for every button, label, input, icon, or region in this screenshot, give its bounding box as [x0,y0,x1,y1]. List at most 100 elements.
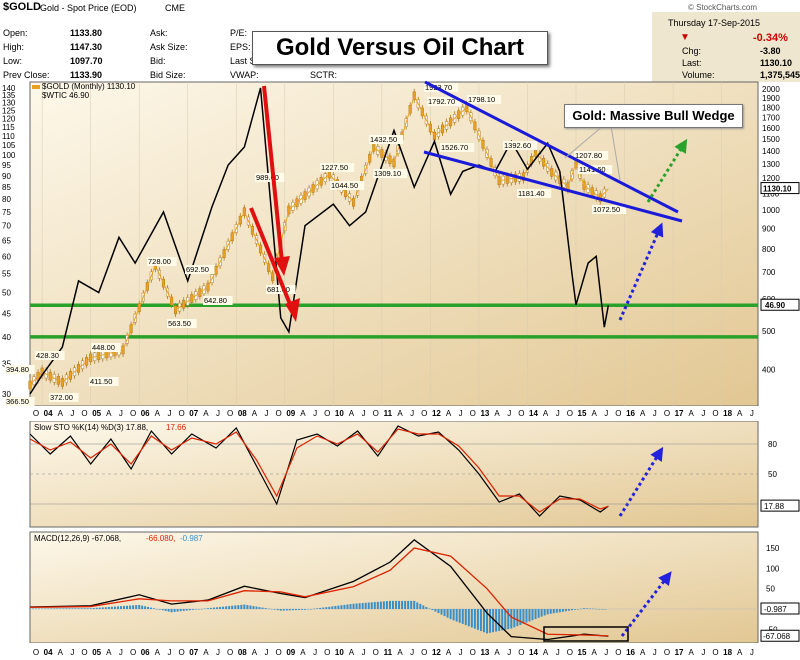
x-tick-label: A [689,648,695,657]
macd-histogram-bar [126,605,129,609]
macd-histogram-bar [35,608,38,610]
price-label: 1798.10 [468,95,495,104]
macd-histogram-bar [249,605,252,609]
macd-histogram-bar [164,609,167,611]
macd-histogram-bar [285,609,288,611]
green-dotted-arrow-head [674,138,688,154]
x-tick-label: J [459,648,463,657]
x-tick-label: 05 [92,409,101,418]
x-tick-label: 18 [723,409,732,418]
left-axis-tick: 30 [2,390,11,399]
macd-histogram-bar [273,609,276,610]
left-axis-tick: 55 [2,270,11,279]
x-tick-label: J [167,409,171,418]
macd-histogram-bar [132,605,135,609]
macd-histogram-bar [340,605,343,609]
macd-histogram-bar [38,608,41,610]
macd-histogram-bar [129,605,132,609]
legend-swatch [32,85,40,89]
red-arrow-head [274,256,290,276]
left-axis-tick: 115 [2,123,15,132]
macd-histogram-bar [443,609,446,617]
left-axis-tick: 50 [2,289,11,298]
price-label-bg [185,265,215,274]
left-axis-tick: 85 [2,183,11,192]
macd-tick: 150 [766,544,780,553]
price-label: 563.50 [168,319,191,328]
macd-histogram-bar [123,605,126,609]
x-tick-label: O [712,648,718,657]
macd-last-tag: -0.987 [764,605,787,614]
macd-histogram-bar [479,609,482,632]
price-label: 989.60 [256,173,279,182]
macd-histogram-bar [564,609,567,612]
right-axis-tick: 1800 [762,103,780,112]
macd-histogram-bar [355,603,358,609]
macd-histogram-bar [385,601,388,609]
red-arrow-head [285,298,300,322]
macd-histogram-bar [346,604,349,609]
macd-histogram-bar [255,606,258,609]
macd-histogram-bar [367,602,370,609]
x-tick-label: A [397,648,403,657]
macd-histogram-bar [373,602,376,609]
price-label-bg [5,397,35,406]
bid-ask-label: Bid: [150,56,166,66]
bid-ask-label: Ask: [150,28,168,38]
macd-highlight-box [543,626,629,642]
x-tick-label: O [664,648,670,657]
macd-tick: 50 [766,585,775,594]
left-axis-tick: 75 [2,208,11,217]
left-axis-tick: 135 [2,91,16,100]
price-label: 1392.60 [504,141,531,150]
x-tick-label: A [349,409,355,418]
x-tick-label: J [167,648,171,657]
change-percent: -0.34% [753,32,788,44]
bid-ask-label: Ask Size: [150,42,188,52]
x-tick-label: O [81,409,87,418]
macd-histogram-bar [71,608,74,609]
macd-histogram-bar [222,606,225,609]
wedge-callout: Gold: Massive Bull Wedge [564,104,743,128]
macd-line [29,547,609,637]
macd-histogram-bar [86,608,89,609]
x-tick-label: A [494,648,500,657]
fundamental-label: EPS: [230,42,251,52]
price-label-bg [440,143,475,152]
quote-value: 1,375,545 [760,70,800,80]
macd-histogram-bar [580,608,583,610]
macd-histogram-bar [455,609,458,622]
right-axis-tick: 1700 [762,113,780,122]
price-label: 1432.50 [370,135,397,144]
left-axis-tick: 120 [2,115,16,124]
x-tick-label: A [640,648,646,657]
price-label: 1792.70 [428,97,455,106]
macd-histogram-bar [53,608,56,609]
macd-histogram-bar [264,608,267,609]
macd-histogram-bar [56,608,59,609]
macd-histogram-bar [167,609,170,612]
x-tick-label: 12 [432,648,441,657]
macd-line [29,539,609,641]
macd-histogram-bar [95,607,98,609]
price-label: 642.80 [204,296,227,305]
x-axis-strip-bottom [0,643,800,660]
macd-histogram-bar [141,605,144,609]
ohlc-label: Prev Close: [3,70,50,80]
macd-histogram-bar [464,609,467,626]
macd-histogram-bar [59,608,62,609]
macd-histogram-bar [476,609,479,630]
macd-histogram-bar [32,608,35,610]
x-tick-label: 10 [335,648,344,657]
macd-histogram-bar [361,603,364,609]
quote-header: $GOLD Gold - Spot Price (EOD) CME © Stoc… [0,0,800,82]
macd-histogram-bar [110,606,113,609]
sto-line [29,428,609,513]
red-arrow-shaft [249,207,296,315]
ohlc-value: 1097.70 [70,56,103,66]
ohlc-label: High: [3,42,25,52]
macd-histogram-bar [294,609,297,611]
macd-histogram-bar [467,609,470,627]
macd-histogram-bar [206,608,209,609]
x-tick-label: 17 [675,648,684,657]
